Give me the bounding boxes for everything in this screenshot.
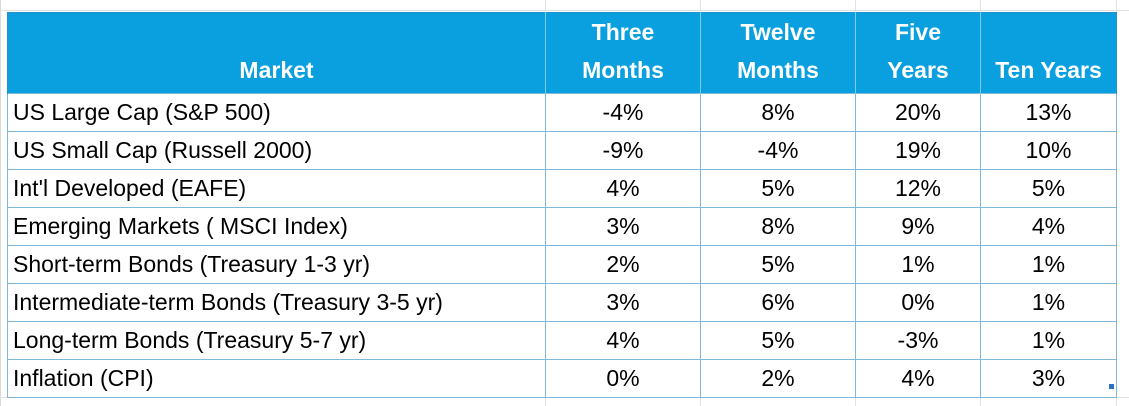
cell-five-years[interactable]: 0%: [855, 283, 981, 322]
header-twelve-months[interactable]: Twelve Months: [700, 12, 856, 94]
cell-three-months[interactable]: 4%: [545, 321, 701, 360]
market-returns-table: Market Three Months Twelve Months Five Y…: [7, 12, 1117, 398]
table-row: Intermediate-term Bonds (Treasury 3-5 yr…: [7, 283, 1117, 322]
table-header: Market Three Months Twelve Months Five Y…: [7, 12, 1117, 94]
cell-five-years[interactable]: -3%: [855, 321, 981, 360]
header-ten-years-line1: [983, 13, 1114, 51]
header-twelve-months-line2: Months: [737, 57, 819, 83]
header-market-line2: Market: [239, 57, 314, 83]
cell-three-months[interactable]: 3%: [545, 283, 701, 322]
cell-twelve-months[interactable]: 8%: [700, 93, 856, 132]
cell-three-months[interactable]: 3%: [545, 207, 701, 246]
table-row: Inflation (CPI) 0% 2% 4% 3%: [7, 359, 1117, 398]
cell-market[interactable]: Intermediate-term Bonds (Treasury 3-5 yr…: [7, 283, 546, 322]
cell-market[interactable]: US Small Cap (Russell 2000): [7, 131, 546, 170]
cell-five-years[interactable]: 1%: [855, 245, 981, 284]
cell-twelve-months[interactable]: 5%: [700, 245, 856, 284]
cell-market[interactable]: Int'l Developed (EAFE): [7, 169, 546, 208]
cell-twelve-months[interactable]: -4%: [700, 131, 856, 170]
table-row: Emerging Markets ( MSCI Index) 3% 8% 9% …: [7, 207, 1117, 246]
header-ten-years-line2: Ten Years: [995, 57, 1102, 83]
cell-three-months[interactable]: -4%: [545, 93, 701, 132]
cell-market[interactable]: US Large Cap (S&P 500): [7, 93, 546, 132]
cell-twelve-months[interactable]: 5%: [700, 169, 856, 208]
header-three-months[interactable]: Three Months: [545, 12, 701, 94]
cell-five-years[interactable]: 20%: [855, 93, 981, 132]
cell-ten-years[interactable]: 1%: [980, 321, 1117, 360]
table-body: US Large Cap (S&P 500) -4% 8% 20% 13% US…: [7, 93, 1117, 398]
cell-twelve-months[interactable]: 6%: [700, 283, 856, 322]
fill-handle[interactable]: [1109, 384, 1114, 389]
table-row: Short-term Bonds (Treasury 1-3 yr) 2% 5%…: [7, 245, 1117, 284]
cell-three-months[interactable]: 2%: [545, 245, 701, 284]
cell-ten-years[interactable]: 1%: [980, 283, 1117, 322]
table-row: Int'l Developed (EAFE) 4% 5% 12% 5%: [7, 169, 1117, 208]
cell-twelve-months[interactable]: 2%: [700, 359, 856, 398]
header-five-years-line1: Five: [894, 19, 942, 45]
header-three-months-line2: Months: [582, 57, 664, 83]
cell-ten-years[interactable]: 13%: [980, 93, 1117, 132]
header-twelve-months-line1: Twelve: [740, 19, 816, 45]
cell-five-years[interactable]: 19%: [855, 131, 981, 170]
cell-market[interactable]: Emerging Markets ( MSCI Index): [7, 207, 546, 246]
cell-market[interactable]: Inflation (CPI): [7, 359, 546, 398]
cell-ten-years[interactable]: 1%: [980, 245, 1117, 284]
header-row: Market Three Months Twelve Months Five Y…: [7, 12, 1117, 94]
cell-three-months[interactable]: 4%: [545, 169, 701, 208]
table-row: US Small Cap (Russell 2000) -9% -4% 19% …: [7, 131, 1117, 170]
cell-ten-years[interactable]: 10%: [980, 131, 1117, 170]
header-ten-years[interactable]: Ten Years: [980, 12, 1117, 94]
cell-three-months[interactable]: -9%: [545, 131, 701, 170]
cell-ten-years[interactable]: 4%: [980, 207, 1117, 246]
header-market[interactable]: Market: [7, 12, 546, 94]
header-five-years[interactable]: Five Years: [855, 12, 981, 94]
cell-market[interactable]: Short-term Bonds (Treasury 1-3 yr): [7, 245, 546, 284]
cell-twelve-months[interactable]: 5%: [700, 321, 856, 360]
cell-five-years[interactable]: 9%: [855, 207, 981, 246]
cell-five-years[interactable]: 4%: [855, 359, 981, 398]
header-five-years-line2: Years: [887, 57, 949, 83]
table-row: US Large Cap (S&P 500) -4% 8% 20% 13%: [7, 93, 1117, 132]
header-three-months-line1: Three: [591, 19, 655, 45]
cell-three-months[interactable]: 0%: [545, 359, 701, 398]
header-market-line1: [10, 13, 543, 51]
cell-five-years[interactable]: 12%: [855, 169, 981, 208]
cell-twelve-months[interactable]: 8%: [700, 207, 856, 246]
cell-ten-years[interactable]: 3%: [980, 359, 1117, 398]
cell-market[interactable]: Long-term Bonds (Treasury 5-7 yr): [7, 321, 546, 360]
cell-ten-years[interactable]: 5%: [980, 169, 1117, 208]
table-row: Long-term Bonds (Treasury 5-7 yr) 4% 5% …: [7, 321, 1117, 360]
